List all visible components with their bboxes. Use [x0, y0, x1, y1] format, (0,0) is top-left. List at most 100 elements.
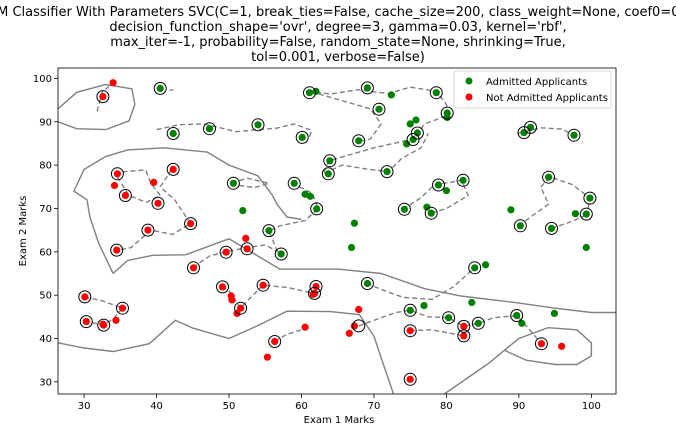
support-vector-ring [141, 223, 155, 237]
support-vector-ring [410, 126, 424, 140]
support-vector-ring [442, 311, 456, 325]
x-tick-label: 30 [78, 401, 91, 412]
not-admitted-point [154, 199, 162, 207]
support-vector-ring [184, 217, 198, 231]
margin-boundary-line [96, 84, 111, 112]
margin-boundary-line [366, 267, 476, 301]
chart-title: SVM Classifier With Parameters SVC(C=1, … [0, 5, 676, 65]
support-vector-ring [116, 301, 129, 315]
support-vector-ring [309, 280, 323, 293]
not-admitted-point [100, 321, 108, 329]
margin-boundary-line [318, 93, 383, 143]
x-tick-label: 80 [440, 401, 453, 412]
not-admitted-point [81, 293, 89, 301]
admitted-point [156, 84, 164, 92]
admitted-point [513, 311, 521, 320]
not-admitted-point [118, 304, 127, 312]
y-tick-label: 100 [33, 74, 52, 85]
margin-boundary-line [231, 177, 272, 189]
admitted-point [547, 224, 556, 232]
decision-boundary-line [112, 238, 616, 314]
admitted-point [570, 131, 578, 139]
not-admitted-point [355, 305, 363, 314]
support-vector-ring [432, 178, 445, 192]
not-admitted-point [242, 234, 250, 242]
chart-title-line-2: decision_function_shape='ovr', degree=3,… [109, 20, 566, 35]
support-vector-ring [203, 122, 216, 136]
support-vector-ring [456, 173, 470, 187]
support-vector-ring [352, 319, 366, 333]
admitted-point [305, 89, 314, 97]
margin-boundary-line [410, 329, 464, 337]
admitted-point [526, 123, 535, 131]
support-vector-ring [457, 329, 471, 343]
margin-boundary-line [116, 169, 192, 252]
not-admitted-point [109, 79, 117, 87]
support-vector-ring [118, 189, 132, 202]
not-admitted-point [121, 191, 129, 200]
plot-frame [57, 67, 617, 395]
x-tick-label: 100 [582, 401, 601, 412]
admitted-point [400, 205, 408, 213]
admitted-point [363, 279, 371, 288]
not-admitted-point [406, 375, 414, 383]
margin-boundary-line [274, 327, 309, 343]
support-vector-ring [440, 106, 454, 120]
admitted-point [324, 170, 332, 178]
support-vector-ring [352, 134, 366, 148]
not-admitted-point [460, 322, 468, 330]
support-vector-ring [403, 324, 417, 338]
y-tick-label: 80 [39, 161, 52, 172]
admitted-point [239, 207, 247, 215]
support-vector-ring [372, 102, 386, 116]
support-vector-ring [303, 86, 316, 100]
not-admitted-point [301, 323, 309, 331]
admitted-point [375, 105, 383, 113]
decision-boundary-line [443, 326, 593, 394]
admitted-point [326, 157, 334, 165]
support-vector-ring [545, 221, 558, 235]
admitted-point [298, 133, 306, 141]
admitted-point [516, 222, 524, 230]
support-vector-ring [287, 176, 301, 190]
support-vector-ring [457, 319, 471, 333]
admitted-point [420, 302, 428, 310]
admitted-point [471, 264, 479, 272]
not-admitted-point [150, 178, 158, 186]
support-vector-ring [166, 162, 180, 176]
support-vector-ring [468, 261, 482, 275]
not-admitted-point [110, 181, 119, 190]
admitted-point [205, 125, 214, 133]
legend-label-admitted: Admitted Applicants [486, 77, 587, 88]
y-tick-label: 90 [39, 117, 52, 128]
support-vector-ring [510, 309, 524, 322]
not-admitted-point [243, 245, 251, 253]
admitted-point [442, 187, 450, 195]
support-vector-ring [153, 81, 167, 95]
support-vector-ring [110, 243, 124, 257]
admitted-point [545, 173, 553, 181]
decision-boundary-line [73, 147, 302, 274]
legend-marker-not-admitted [465, 93, 473, 101]
support-vector-ring [110, 167, 124, 181]
support-vector-ring [513, 219, 527, 233]
legend-box [453, 70, 612, 109]
chart-title-line-1: SVM Classifier With Parameters SVC(C=1, … [0, 5, 676, 20]
support-vector-ring [240, 242, 254, 256]
admitted-point [406, 120, 414, 128]
admitted-point [412, 116, 420, 124]
support-vector-ring [251, 118, 265, 132]
admitted-point [427, 209, 435, 217]
y-axis-ticks: 30 40 50 60 70 80 90 100 [33, 74, 58, 388]
admitted-point [387, 91, 395, 99]
support-vector-ring [360, 277, 374, 290]
support-vector-ring [295, 130, 309, 144]
y-tick-label: 60 [39, 247, 52, 258]
decision-boundary-line [58, 83, 136, 131]
support-vector-ring [262, 224, 276, 238]
not-admitted-point [218, 283, 227, 291]
support-vector-ring [166, 127, 180, 140]
admitted-point [571, 210, 580, 218]
not-admitted-point [259, 281, 267, 289]
